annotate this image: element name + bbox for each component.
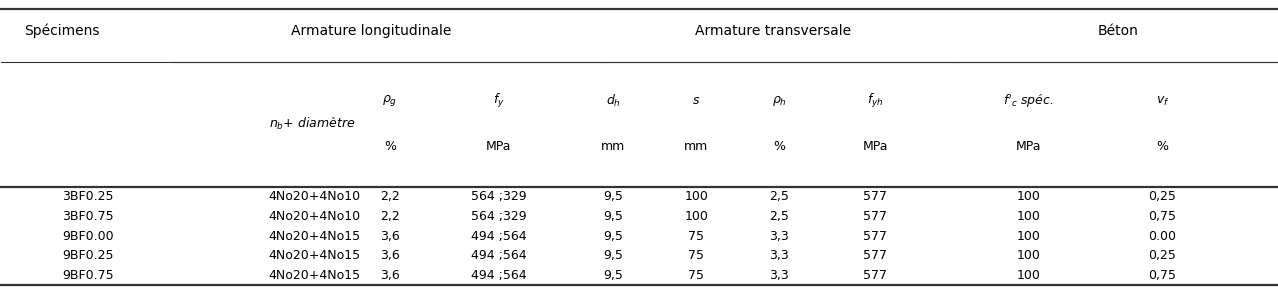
Text: 2,2: 2,2: [380, 190, 400, 203]
Text: $s$: $s$: [693, 94, 700, 107]
Text: 75: 75: [689, 269, 704, 282]
Text: 75: 75: [689, 249, 704, 262]
Text: 577: 577: [863, 210, 887, 223]
Text: 577: 577: [863, 249, 887, 262]
Text: Spécimens: Spécimens: [24, 24, 100, 39]
Text: 2,5: 2,5: [769, 190, 790, 203]
Text: 3,6: 3,6: [380, 249, 400, 262]
Text: 3BF0.25: 3BF0.25: [61, 190, 114, 203]
Text: 9,5: 9,5: [603, 269, 624, 282]
Text: 9BF0.75: 9BF0.75: [61, 269, 114, 282]
Text: 577: 577: [863, 269, 887, 282]
Text: MPa: MPa: [486, 140, 511, 152]
Text: 100: 100: [1016, 269, 1040, 282]
Text: 9BF0.25: 9BF0.25: [61, 249, 114, 262]
Text: 564 ;329: 564 ;329: [470, 210, 527, 223]
Text: 100: 100: [1016, 210, 1040, 223]
Text: $\rho_h$: $\rho_h$: [772, 94, 787, 108]
Text: 2,5: 2,5: [769, 210, 790, 223]
Text: 9,5: 9,5: [603, 249, 624, 262]
Text: %: %: [385, 140, 396, 152]
Text: %: %: [773, 140, 786, 152]
Text: mm: mm: [602, 140, 626, 152]
Text: $\rho_g$: $\rho_g$: [382, 93, 397, 108]
Text: $f'_c$ spéc.: $f'_c$ spéc.: [1003, 92, 1054, 110]
Text: 4No20+4No15: 4No20+4No15: [268, 230, 360, 243]
Text: MPa: MPa: [1016, 140, 1042, 152]
Text: 9,5: 9,5: [603, 210, 624, 223]
Text: 3,6: 3,6: [380, 230, 400, 243]
Text: 9BF0.00: 9BF0.00: [61, 230, 114, 243]
Text: $d_h$: $d_h$: [606, 93, 621, 109]
Text: MPa: MPa: [863, 140, 888, 152]
Text: 75: 75: [689, 230, 704, 243]
Text: 9,5: 9,5: [603, 230, 624, 243]
Text: 494 ;564: 494 ;564: [470, 269, 527, 282]
Text: 577: 577: [863, 190, 887, 203]
Text: 100: 100: [1016, 249, 1040, 262]
Text: %: %: [1157, 140, 1168, 152]
Text: 0.00: 0.00: [1149, 230, 1177, 243]
Text: $f_y$: $f_y$: [493, 92, 505, 110]
Text: 0,75: 0,75: [1149, 269, 1177, 282]
Text: 494 ;564: 494 ;564: [470, 249, 527, 262]
Text: $v_f$: $v_f$: [1155, 94, 1169, 107]
Text: 577: 577: [863, 230, 887, 243]
Text: 3,6: 3,6: [380, 269, 400, 282]
Text: Armature transversale: Armature transversale: [695, 24, 851, 38]
Text: 0,75: 0,75: [1149, 210, 1177, 223]
Text: 4No20+4No15: 4No20+4No15: [268, 269, 360, 282]
Text: Armature longitudinale: Armature longitudinale: [290, 24, 451, 38]
Text: 0,25: 0,25: [1149, 249, 1176, 262]
Text: $f_{yh}$: $f_{yh}$: [866, 92, 883, 110]
Text: 564 ;329: 564 ;329: [470, 190, 527, 203]
Text: mm: mm: [684, 140, 708, 152]
Text: 4No20+4No15: 4No20+4No15: [268, 249, 360, 262]
Text: 494 ;564: 494 ;564: [470, 230, 527, 243]
Text: 4No20+4No10: 4No20+4No10: [268, 190, 360, 203]
Text: 100: 100: [685, 210, 708, 223]
Text: 3BF0.75: 3BF0.75: [61, 210, 114, 223]
Text: 2,2: 2,2: [380, 210, 400, 223]
Text: 3,3: 3,3: [769, 230, 790, 243]
Text: 100: 100: [1016, 190, 1040, 203]
Text: 3,3: 3,3: [769, 249, 790, 262]
Text: 3,3: 3,3: [769, 269, 790, 282]
Text: 0,25: 0,25: [1149, 190, 1176, 203]
Text: 9,5: 9,5: [603, 190, 624, 203]
Text: 100: 100: [685, 190, 708, 203]
Text: 100: 100: [1016, 230, 1040, 243]
Text: Béton: Béton: [1098, 24, 1139, 38]
Text: 4No20+4No10: 4No20+4No10: [268, 210, 360, 223]
Text: $n_b$+ diamètre: $n_b$+ diamètre: [268, 115, 355, 131]
